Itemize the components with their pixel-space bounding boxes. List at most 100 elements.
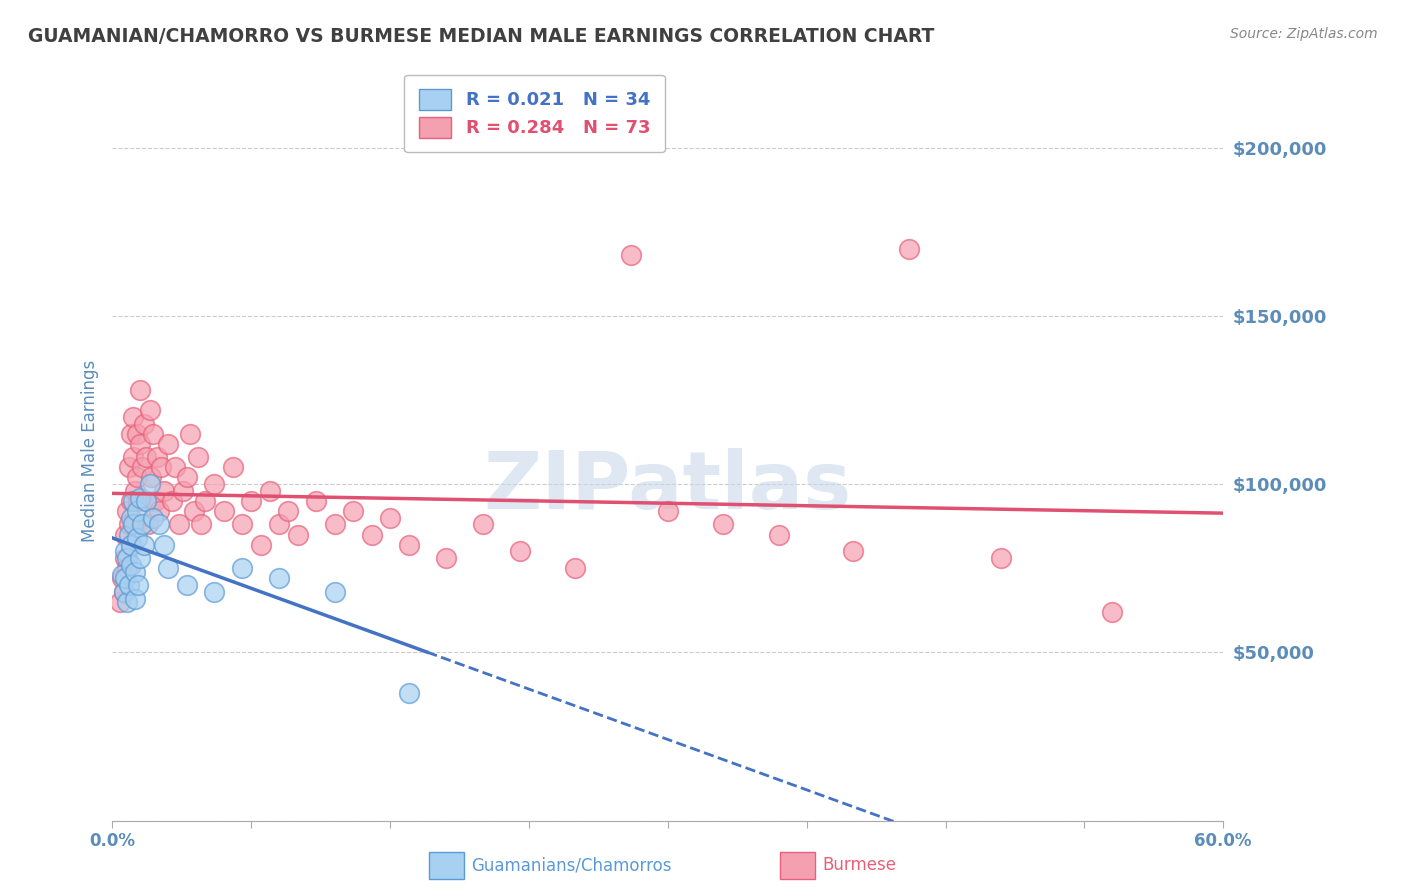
Point (132, 538, 155, 552)
Point (194, 494, 217, 508)
Point (125, 531, 148, 545)
Point (183, 504, 205, 518)
Point (148, 504, 170, 518)
Point (114, 527, 136, 541)
Point (202, 477, 225, 491)
Point (120, 426, 142, 441)
Point (167, 517, 190, 532)
Point (146, 450, 169, 465)
Point (120, 494, 142, 508)
Point (127, 578, 149, 592)
Point (157, 561, 180, 575)
Point (121, 409, 143, 424)
Point (323, 517, 346, 532)
Point (117, 504, 139, 518)
Point (471, 517, 494, 532)
Point (129, 436, 152, 450)
Point (222, 460, 245, 475)
Point (176, 578, 198, 592)
Point (124, 565, 146, 579)
Point (398, 686, 420, 700)
Point (132, 417, 155, 431)
Point (124, 483, 146, 498)
Point (1101, 605, 1123, 619)
Text: Burmese: Burmese (823, 856, 897, 874)
Point (114, 544, 136, 558)
Point (380, 510, 402, 524)
Point (114, 571, 136, 585)
Point (398, 538, 420, 552)
Point (179, 426, 201, 441)
Point (124, 517, 146, 532)
Text: ZIPatlas: ZIPatlas (484, 449, 852, 526)
Point (434, 551, 457, 566)
Point (112, 584, 135, 599)
Point (108, 595, 131, 609)
Point (118, 517, 141, 532)
Point (135, 494, 157, 508)
Point (212, 504, 235, 518)
Point (121, 450, 143, 465)
Point (157, 436, 180, 450)
Point (990, 551, 1012, 566)
Point (713, 517, 735, 532)
Point (125, 504, 148, 518)
Point (111, 571, 134, 585)
Point (176, 470, 198, 484)
Y-axis label: Median Male Earnings: Median Male Earnings (80, 359, 98, 541)
Point (112, 584, 135, 599)
Point (231, 561, 253, 575)
Point (118, 527, 141, 541)
Point (165, 460, 187, 475)
Point (172, 483, 194, 498)
Point (323, 584, 346, 599)
Point (138, 403, 160, 417)
Point (897, 242, 920, 256)
Point (142, 510, 165, 524)
Point (138, 477, 160, 491)
Point (259, 483, 281, 498)
Point (129, 383, 152, 397)
Point (142, 426, 165, 441)
Text: Source: ZipAtlas.com: Source: ZipAtlas.com (1230, 27, 1378, 41)
Point (117, 551, 139, 566)
Point (153, 538, 176, 552)
Point (125, 470, 148, 484)
Point (118, 460, 141, 475)
Point (127, 494, 149, 508)
Point (842, 544, 865, 558)
Point (657, 504, 679, 518)
Point (136, 517, 159, 532)
Point (360, 527, 382, 541)
Text: Guamanians/Chamorros: Guamanians/Chamorros (471, 856, 672, 874)
Text: GUAMANIAN/CHAMORRO VS BURMESE MEDIAN MALE EARNINGS CORRELATION CHART: GUAMANIAN/CHAMORRO VS BURMESE MEDIAN MAL… (28, 27, 935, 45)
Point (160, 494, 183, 508)
Point (120, 538, 142, 552)
Point (267, 517, 291, 532)
Point (153, 483, 176, 498)
Point (131, 517, 153, 532)
Point (129, 551, 152, 566)
Point (143, 494, 166, 508)
Point (121, 517, 143, 532)
Point (120, 558, 142, 572)
Point (187, 450, 209, 465)
Point (149, 460, 172, 475)
Point (620, 248, 643, 262)
Point (120, 510, 142, 524)
Legend: R = 0.021   N = 34, R = 0.284   N = 73: R = 0.021 N = 34, R = 0.284 N = 73 (405, 75, 665, 153)
Point (287, 527, 309, 541)
Point (131, 460, 153, 475)
Point (240, 494, 263, 508)
Point (249, 538, 271, 552)
Point (120, 538, 142, 552)
Point (277, 504, 299, 518)
Point (135, 450, 157, 465)
Point (190, 517, 212, 532)
Point (305, 494, 328, 508)
Point (117, 561, 139, 575)
Point (135, 494, 157, 508)
Point (117, 595, 139, 609)
Point (231, 517, 253, 532)
Point (509, 544, 531, 558)
